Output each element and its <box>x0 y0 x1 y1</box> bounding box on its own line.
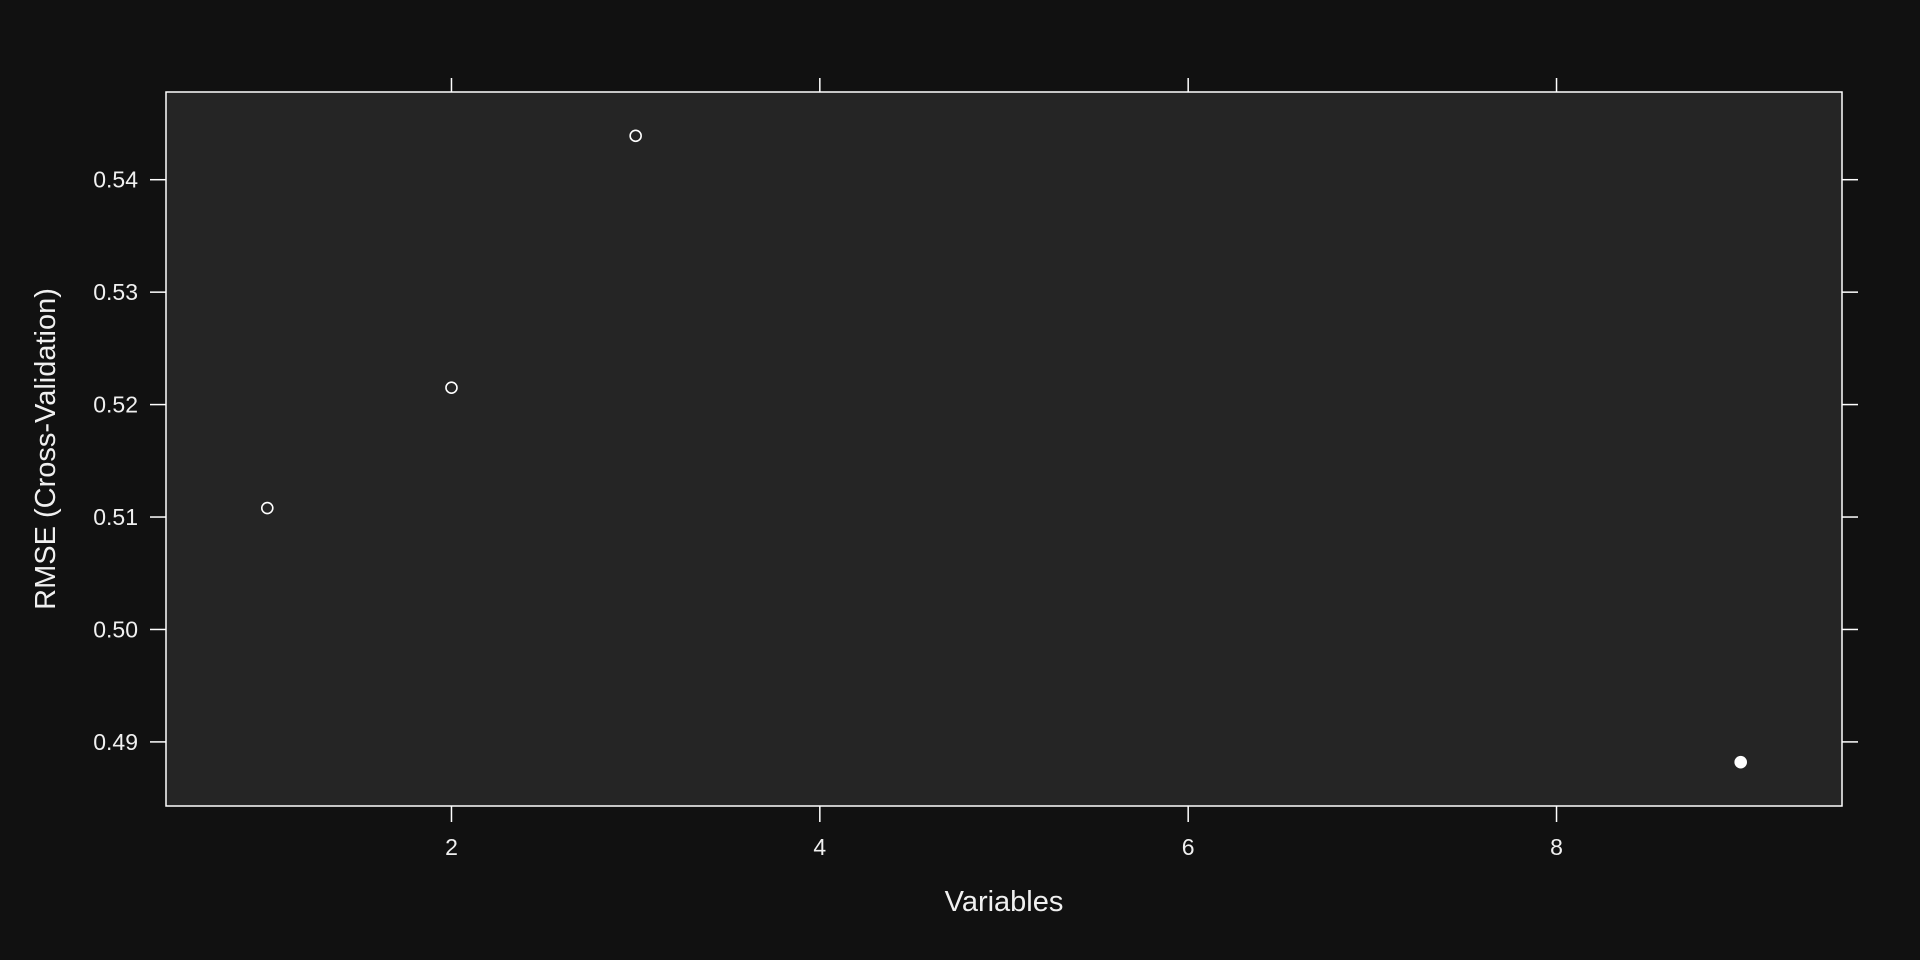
plot-panel <box>165 91 1843 807</box>
data-points <box>260 129 1748 769</box>
x-tick-label: 4 <box>813 834 826 860</box>
y-tick-label: 0.50 <box>93 616 138 642</box>
y-tick-label: 0.52 <box>93 392 138 418</box>
y-tick-label: 0.51 <box>93 504 138 530</box>
x-tick-label: 6 <box>1182 834 1195 860</box>
y-axis-title: RMSE (Cross-Validation) <box>30 288 62 610</box>
data-point <box>629 129 642 143</box>
y-tick-label: 0.49 <box>93 729 138 755</box>
y-axis: 0.49 0.50 0.51 0.52 0.53 0.54 <box>93 167 1858 755</box>
y-tick-label: 0.54 <box>93 167 138 193</box>
data-point <box>445 381 458 395</box>
x-axis-title: Variables <box>945 886 1064 918</box>
x-tick-label: 8 <box>1550 834 1563 860</box>
x-axis: 2 4 6 8 <box>445 78 1563 860</box>
data-point <box>260 501 274 515</box>
y-tick-label: 0.53 <box>93 279 138 305</box>
x-tick-label: 2 <box>445 834 458 860</box>
data-point-selected <box>1734 755 1748 769</box>
